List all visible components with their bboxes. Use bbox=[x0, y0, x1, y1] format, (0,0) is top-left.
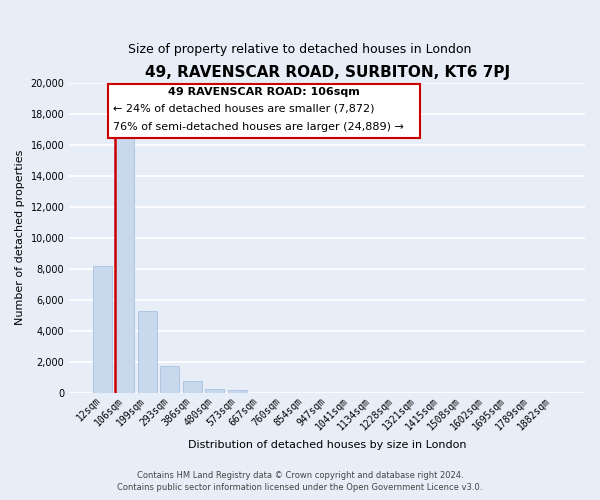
X-axis label: Distribution of detached houses by size in London: Distribution of detached houses by size … bbox=[188, 440, 466, 450]
Bar bbox=[138, 310, 157, 392]
Bar bbox=[182, 380, 202, 392]
Bar bbox=[160, 366, 179, 392]
Text: Size of property relative to detached houses in London: Size of property relative to detached ho… bbox=[128, 42, 472, 56]
Title: 49, RAVENSCAR ROAD, SURBITON, KT6 7PJ: 49, RAVENSCAR ROAD, SURBITON, KT6 7PJ bbox=[145, 65, 510, 80]
Bar bbox=[115, 136, 134, 392]
FancyBboxPatch shape bbox=[108, 84, 420, 138]
Text: Contains HM Land Registry data © Crown copyright and database right 2024.
Contai: Contains HM Land Registry data © Crown c… bbox=[118, 471, 482, 492]
Text: 76% of semi-detached houses are larger (24,889) →: 76% of semi-detached houses are larger (… bbox=[113, 122, 404, 132]
Bar bbox=[93, 266, 112, 392]
Bar bbox=[205, 389, 224, 392]
Text: 49 RAVENSCAR ROAD: 106sqm: 49 RAVENSCAR ROAD: 106sqm bbox=[168, 87, 360, 97]
Bar bbox=[227, 390, 247, 392]
Y-axis label: Number of detached properties: Number of detached properties bbox=[15, 150, 25, 326]
Text: ← 24% of detached houses are smaller (7,872): ← 24% of detached houses are smaller (7,… bbox=[113, 103, 374, 113]
